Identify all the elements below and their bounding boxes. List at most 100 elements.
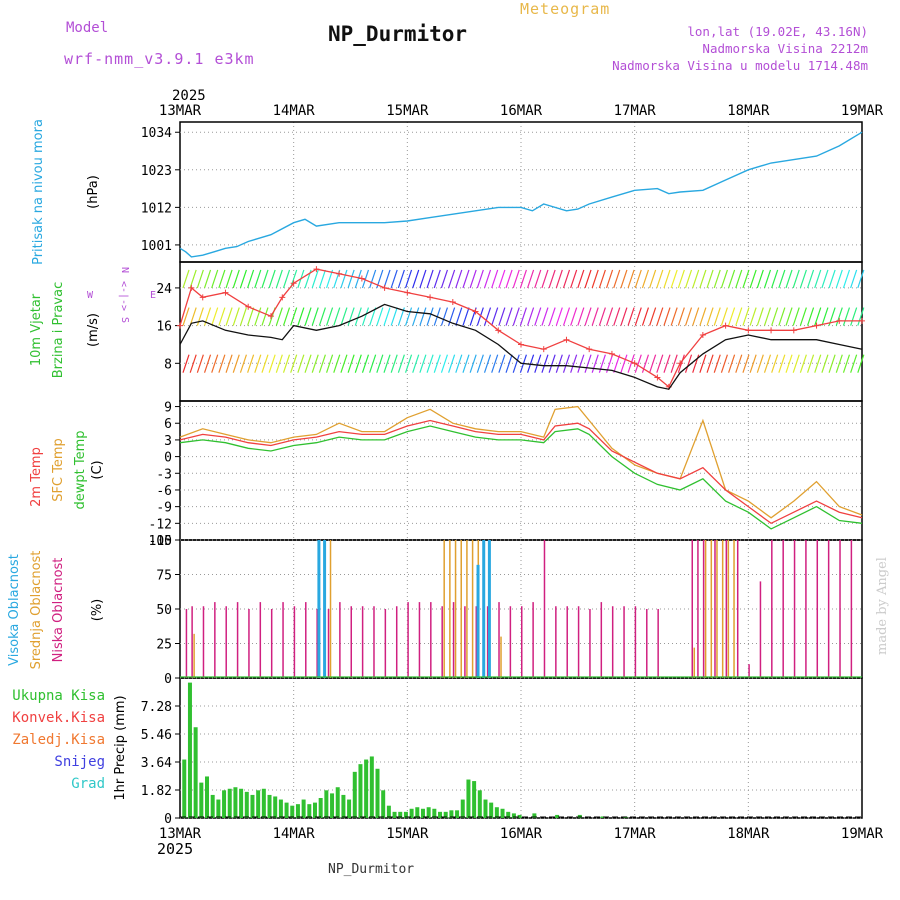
precip-bar [193,727,198,818]
low-cloud-bar [816,540,819,678]
precip-bar [432,808,437,818]
wind-barb [627,307,635,326]
wind-barb [318,307,326,326]
wind-barb [613,307,621,326]
precip-bar [205,776,210,818]
low-cloud-bar [646,609,648,678]
wind-barb [577,307,585,326]
wind-barb [649,354,657,373]
x-tick-label-bottom: 18MAR [727,826,770,842]
wind-barb [282,354,291,373]
wind-barb [390,354,398,373]
y-tick-label: -6 [156,484,172,499]
wind-barb [857,269,865,289]
wind-barb [462,354,470,373]
wind-barb [591,307,599,326]
wind-barb [383,354,391,373]
wind-barb [505,307,513,326]
precip-bar [466,779,471,818]
wind-barb [584,269,592,289]
low-cloud-bar [293,606,296,678]
wind-barb [333,354,341,373]
precip-legend-2: Zaledj.Kisa [12,732,105,748]
wind-barb [354,269,362,289]
wind-barb [261,269,269,289]
x-tick-label-bottom: 13MAR [159,826,202,842]
wind-barb [268,354,276,373]
low-cloud-bar [657,609,659,678]
wind-gust-line [179,268,862,388]
mid-cloud-bar [329,540,332,678]
wind-barb [247,354,255,373]
wind-barb [756,307,764,326]
wind-barb [469,354,477,373]
wind-barb [203,354,212,373]
wind-barb [254,307,262,326]
y-tick-label: 9 [164,401,172,416]
low-cloud-bar [395,606,398,678]
wind-barb [390,269,398,289]
precip-bar [352,771,357,818]
wind-unit-label: (m/s) [86,313,101,347]
wind-barb [347,307,355,326]
wind-barb [426,269,434,289]
precip-bar [415,807,420,818]
precip-bar [381,790,386,818]
x-tick-label-top: 19MAR [841,103,884,119]
wind-gust-point [745,327,752,334]
wind-barb [282,307,291,326]
wind-barb [196,354,204,373]
wind-barb [390,307,398,326]
wind-barb [491,307,499,326]
wind-barb [735,307,743,326]
precip-bar [426,807,431,818]
compass-east-label: E [150,290,156,301]
precip-bar [420,808,425,818]
wind-gust-point [859,317,865,324]
y-tick-label: 0 [164,672,172,687]
y-tick-label: 3 [164,434,172,449]
precip-bar [577,814,582,818]
low-cloud-bar [611,606,614,678]
wind-gust-point [722,322,729,329]
x-tick-label-bottom: 19MAR [841,826,884,842]
wind-barb [318,269,326,289]
x-tick-label-bottom: 16MAR [500,826,543,842]
y-tick-label: 3.64 [141,756,172,771]
low-cloud-bar [350,606,352,678]
wind-barb [211,354,219,373]
wind-barb [527,269,535,289]
wind-barb [462,307,470,326]
low-cloud-bar [305,602,307,678]
low-cloud-bar [430,602,432,678]
wind-barb [771,354,779,373]
wind-barb [419,307,427,326]
wind-gust-point [449,299,456,306]
wind-barb [448,269,456,289]
model-altitude-info: Nadmorska Visina u modelu 1714.48m [612,58,868,73]
low-cloud-bar [384,609,387,678]
wind-barb [670,269,678,289]
precip-bar [244,791,249,818]
wind-barb [684,269,693,289]
wind-barb [247,269,255,289]
wind-barb [483,269,492,289]
wind-barb [620,307,628,326]
low-cloud-bar [748,664,750,678]
wind-barb [555,354,563,373]
wind-barb [742,269,750,289]
wind-barb [771,307,779,326]
wind-barb [534,269,542,289]
precip-bar [455,810,460,818]
precip-bar [324,790,329,818]
wind-barb [311,354,319,373]
wind-barb [720,354,728,373]
low-cloud-bar [259,602,262,678]
wind-barb [656,354,664,373]
low-cloud-bar [475,606,478,678]
wind-barb [850,354,858,373]
wind-barb [433,354,441,373]
wind-gust-point [199,294,206,301]
precip-bar [250,794,255,818]
